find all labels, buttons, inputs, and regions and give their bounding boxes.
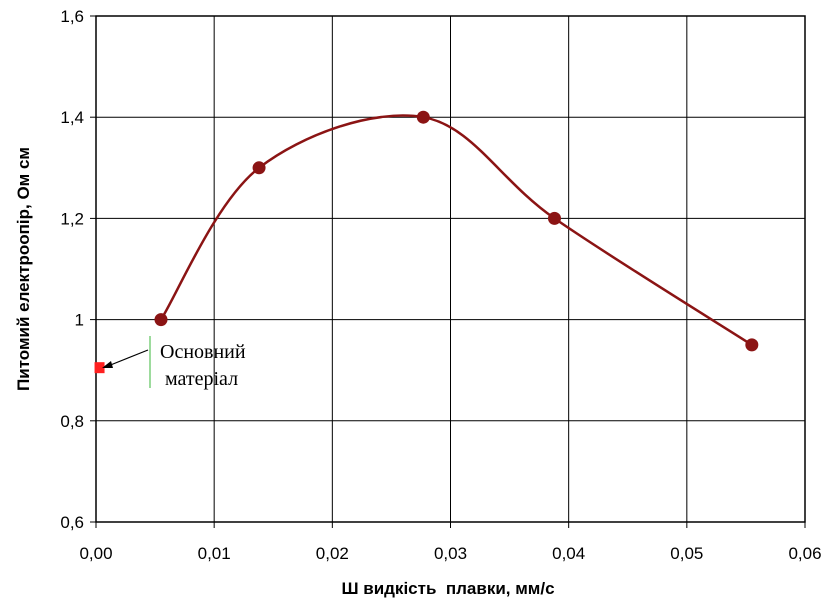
x-tick-labels: 0,00 0,01 0,02 0,03 0,04 0,05 0,06 [79, 544, 821, 563]
data-point [745, 338, 759, 352]
x-tick-label: 0,06 [788, 544, 821, 563]
y-tick-label: 0,6 [60, 513, 84, 532]
y-axis-title: Питомий електроопір, Ом см [14, 147, 33, 391]
data-point [547, 211, 561, 225]
x-tick-label: 0,01 [198, 544, 231, 563]
x-tick-label: 0,02 [316, 544, 349, 563]
x-tick-label: 0,04 [552, 544, 585, 563]
data-point [154, 313, 168, 327]
x-tick-label: 0,00 [79, 544, 112, 563]
arrow-head-icon [102, 361, 113, 368]
y-tick-label: 0,8 [60, 412, 84, 431]
data-point [416, 110, 430, 124]
data-markers [154, 110, 759, 352]
x-tick-label: 0,05 [670, 544, 703, 563]
y-tick-label: 1 [75, 311, 84, 330]
y-tick-label: 1,6 [60, 7, 84, 26]
reference-point-marker [94, 362, 105, 374]
data-point [252, 161, 266, 175]
grid-lines [90, 15, 806, 528]
annotation-line-1: Основний [160, 341, 246, 363]
y-tick-label: 1,2 [60, 209, 84, 228]
y-tick-label: 1,4 [60, 108, 84, 127]
annotation-line-2: матеріал [165, 368, 238, 390]
annotation-arrow [107, 349, 149, 367]
x-tick-label: 0,03 [434, 544, 467, 563]
y-tick-labels: 0,6 0,8 1 1,2 1,4 1,6 [60, 7, 84, 532]
x-axis-title: Ш видкість плавки, мм/с [341, 579, 554, 598]
